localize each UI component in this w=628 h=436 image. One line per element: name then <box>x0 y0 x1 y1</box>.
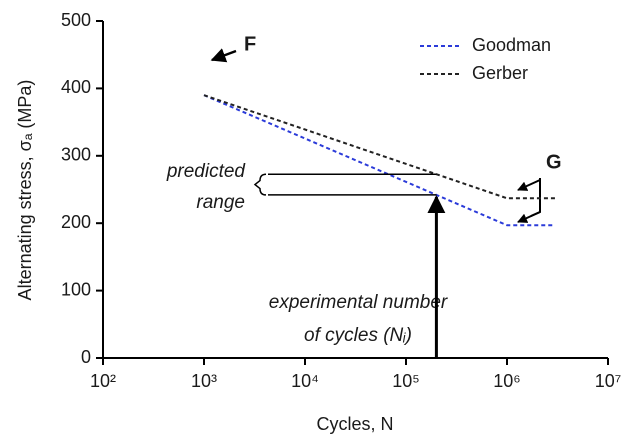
arrow <box>517 179 541 191</box>
legend-label: Gerber <box>472 63 528 83</box>
y-tick-label: 500 <box>61 10 91 30</box>
annotation: of cycles (Nᵢ) <box>304 325 412 346</box>
y-tick-label: 400 <box>61 77 91 97</box>
y-tick-label: 100 <box>61 279 91 299</box>
brace <box>253 173 267 196</box>
series-line <box>203 94 556 200</box>
y-tick-label: 200 <box>61 212 91 232</box>
y-tick-label: 0 <box>81 347 91 367</box>
annotation: G <box>546 151 562 173</box>
x-tick-label: 10⁴ <box>291 371 319 391</box>
annotation: predicted <box>166 161 247 182</box>
x-tick-label: 10² <box>90 371 116 391</box>
annotation: F <box>244 33 256 55</box>
x-tick-label: 10⁷ <box>595 371 622 391</box>
arrow <box>517 211 541 223</box>
annotation: experimental number <box>269 292 448 313</box>
y-tick-label: 300 <box>61 145 91 165</box>
y-axis-label: Alternating stress, σₐ (MPa) <box>15 80 35 301</box>
x-tick-label: 10⁶ <box>493 371 520 391</box>
x-tick-label: 10⁵ <box>392 371 419 391</box>
x-axis-label: Cycles, N <box>316 414 393 434</box>
annotation: range <box>196 192 245 213</box>
series-line <box>203 94 556 227</box>
arrow <box>210 48 237 63</box>
x-tick-label: 10³ <box>191 371 217 391</box>
legend-label: Goodman <box>472 35 551 55</box>
